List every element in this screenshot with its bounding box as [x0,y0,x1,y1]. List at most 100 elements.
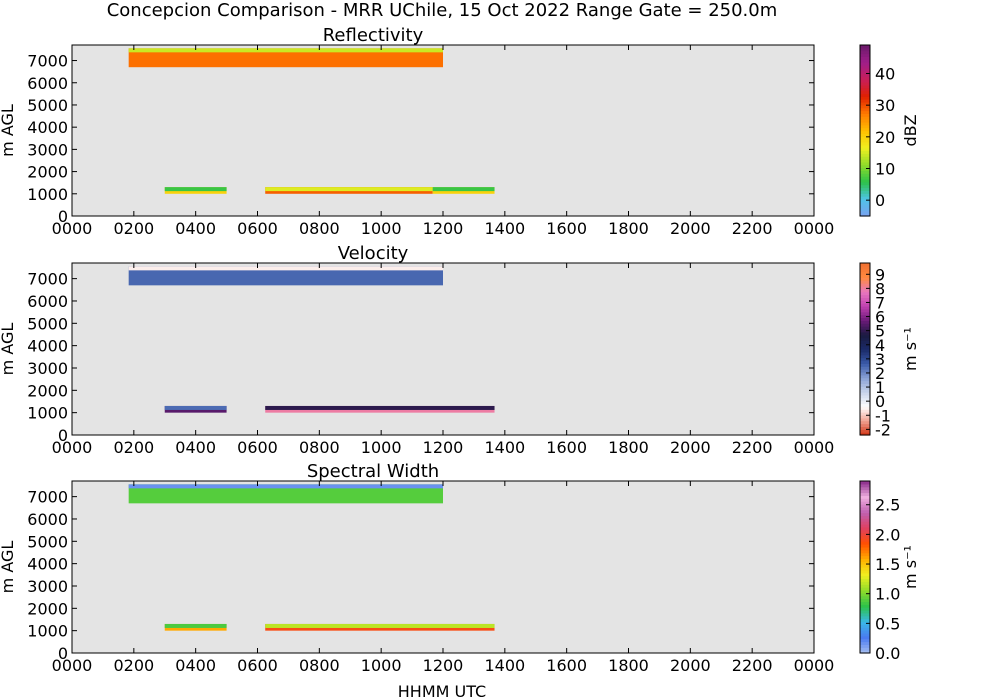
y-axis-label: m AGL [0,104,17,157]
colorbar-segment [860,483,870,488]
colorbar-tick-label: 0 [875,392,885,411]
colorbar-segment [860,67,870,72]
colorbar-segment [860,354,870,359]
colorbar-segment [860,271,870,276]
colorbar-segment [860,76,870,80]
x-tick-label: 0200 [113,438,154,457]
colorbar-tick-label: 1.5 [875,555,900,574]
colorbar-tick-label: 8 [875,279,885,298]
colorbar-segment [860,598,870,602]
colorbar-segment [860,498,870,502]
y-tick-label: 5000 [27,96,68,115]
colorbar-segment [860,506,870,511]
colorbar-segment [860,340,870,344]
colorbar-segment [860,546,870,551]
colorbar-label: m s⁻¹ [901,327,920,371]
x-tick-label: 0000 [52,438,93,457]
colorbar-segment [860,87,870,92]
colorbar-segment [860,601,870,605]
colorbar-segment [860,389,870,393]
colorbar-segment [860,604,870,608]
x-tick-label: 1400 [484,656,525,675]
x-tick-label: 1000 [361,438,402,457]
colorbar-segment [860,595,870,600]
colorbar-segment [860,139,870,143]
colorbar-segment [860,641,870,645]
colorbar-segment [860,210,870,214]
colorbar-segment [860,178,870,183]
colorbar-segment [860,394,870,399]
colorbar-segment [860,64,870,69]
colorbar-tick-label: 2.0 [875,525,900,544]
colorbar-segment [860,544,870,548]
colorbar-segment [860,173,870,177]
x-tick-label: 1400 [484,219,525,238]
y-tick-label: 6000 [27,510,68,529]
colorbar-tick-label: 30 [875,96,895,115]
x-tick-label: 0800 [299,219,340,238]
x-tick-label: 2200 [732,656,773,675]
x-tick-label: 0800 [299,656,340,675]
data-region-edge-1 [164,623,227,628]
y-tick-label: 6000 [27,74,68,93]
colorbar-segment [860,392,870,396]
x-tick-label: 2200 [732,219,773,238]
colorbar-tick-label: 6 [875,308,885,327]
colorbar-segment [860,486,870,491]
colorbar-frame [859,480,871,654]
colorbar-tick-label: -2 [875,420,891,439]
data-region-edge-1 [164,405,227,410]
colorbar-segment [860,569,870,574]
y-tick-label: 7000 [27,270,68,289]
colorbar-segment [860,113,870,117]
colorbar-segment [860,630,870,634]
colorbar-segment [860,535,870,539]
colorbar-segment [860,119,870,123]
colorbar-segment [860,150,870,154]
colorbar-segment [860,481,870,485]
colorbar-segment [860,303,870,307]
panel-title: Velocity [338,243,409,264]
y-tick-label: 6000 [27,292,68,311]
colorbar-segment [860,116,870,120]
colorbar-segment [860,184,870,189]
colorbar-segment [860,589,870,594]
colorbar-segment [860,198,870,203]
x-tick-label: 1200 [423,438,464,457]
colorbar-segment [860,377,870,382]
y-axis-label: m AGL [0,541,17,594]
x-tick-label: 0000 [52,219,93,238]
colorbar-segment [860,561,870,565]
colorbar-segment [860,70,870,75]
colorbar-segment [860,615,870,620]
colorbar-tick-label: 4 [875,336,885,355]
x-tick-label: 1200 [423,656,464,675]
x-tick-label: 0400 [175,438,216,457]
colorbar-segment [860,90,870,95]
colorbar-segment [860,610,870,614]
colorbar-segment [860,612,870,617]
colorbar-segment [860,274,870,278]
colorbar-segment [860,624,870,628]
colorbar-segment [860,351,870,356]
colorbar-segment [860,581,870,585]
colorbar-segment [860,343,870,347]
colorbar-segment [860,164,870,169]
colorbar-segment [860,495,870,499]
x-tick-label: 0600 [237,656,278,675]
colorbar-segment [860,369,870,373]
colorbar-segment [860,130,870,134]
y-tick-label: 3000 [27,140,68,159]
y-tick-label: 3000 [27,577,68,596]
colorbar-segment [860,196,870,200]
colorbar-segment [860,432,870,436]
colorbar-segment [860,383,870,387]
colorbar-segment [860,207,870,211]
colorbar-segment [860,414,870,419]
colorbar-segment [860,521,870,525]
colorbar-segment [860,167,870,171]
colorbar-segment [860,532,870,537]
x-tick-label: 2200 [732,438,773,457]
colorbar-segment [860,73,870,77]
